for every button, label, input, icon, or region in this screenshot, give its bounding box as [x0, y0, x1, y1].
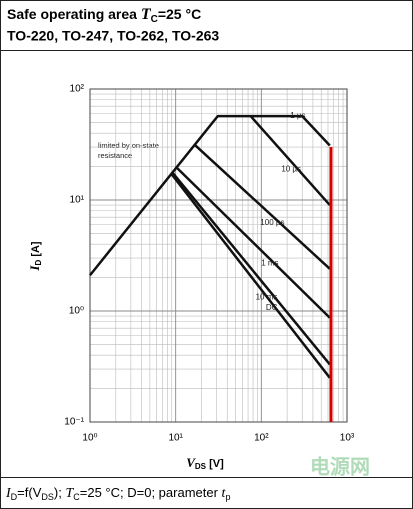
y-tick-label: 10¹ [70, 195, 85, 206]
curve-label: 100 µs [260, 218, 284, 227]
curve [194, 144, 331, 270]
curve-label: DC [266, 303, 278, 312]
plot-frame [89, 88, 348, 423]
y-tick-label: 10⁻¹ [64, 417, 84, 428]
curve [89, 114, 331, 277]
x-axis-label: VDS [V] [186, 455, 224, 471]
x-tick-label: 10⁰ [82, 433, 97, 444]
curve-label: 10 µs [281, 164, 301, 173]
chart-subtitle: TO-220, TO-247, TO-262, TO-263 [7, 28, 219, 44]
curve-label: 1 µs [290, 111, 305, 120]
x-tick-label: 10³ [340, 433, 355, 444]
curve [249, 115, 331, 206]
caption: ID=f(VDS); TC=25 °C; D=0; parameter tp [5, 485, 230, 502]
y-tick-label: 10² [70, 84, 85, 95]
curve [174, 165, 331, 319]
x-tick-label: 10² [254, 433, 269, 444]
curve [170, 173, 331, 379]
annotation: limited by on-state [98, 141, 159, 150]
y-tick-label: 10⁰ [69, 306, 84, 317]
annotation: resistance [98, 151, 132, 160]
curve [170, 170, 331, 366]
x-tick-label: 10¹ [168, 433, 183, 444]
watermark: 电源网 [310, 455, 370, 478]
curve-label: 1 ms [261, 258, 278, 267]
y-axis-label: ID [A] [27, 241, 43, 272]
chart-title: Safe operating area TC=25 °C [7, 6, 201, 25]
